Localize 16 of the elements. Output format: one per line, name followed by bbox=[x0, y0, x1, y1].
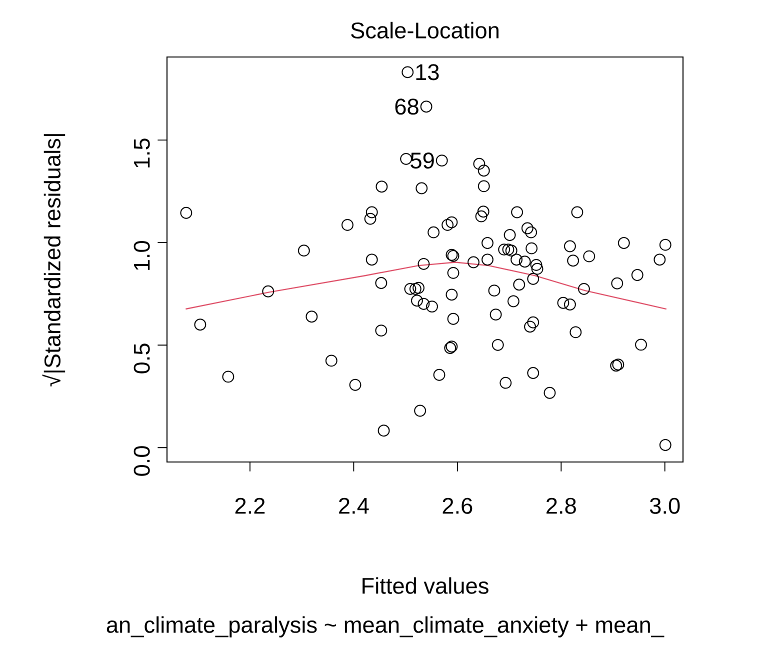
annotation: 68 bbox=[395, 98, 418, 115]
text: an_climate_paralysis ~ mean_climate_anxiety + mean_ bbox=[106, 616, 664, 638]
x-tick-label: 2.6 bbox=[442, 498, 472, 514]
y-tick-label: 0.5 bbox=[134, 344, 150, 374]
x-tick-label: 2.8 bbox=[546, 498, 576, 514]
x-tick-label: 3.0 bbox=[650, 498, 680, 514]
y-tick-label: 0.0 bbox=[134, 446, 150, 476]
x-axis-title: Fitted values bbox=[362, 577, 488, 594]
chart-title: Scale-Location bbox=[351, 22, 498, 39]
annotation: 13 bbox=[416, 64, 439, 80]
annotation: 59 bbox=[410, 152, 434, 169]
x-tick-label: 2.2 bbox=[235, 498, 265, 514]
x-tick-label: 2.4 bbox=[339, 498, 369, 514]
y-tick-label: 1.0 bbox=[134, 241, 150, 270]
y-axis-title: √|Standardized residuals| bbox=[42, 134, 66, 386]
y-tick-label: 1.5 bbox=[134, 138, 150, 168]
